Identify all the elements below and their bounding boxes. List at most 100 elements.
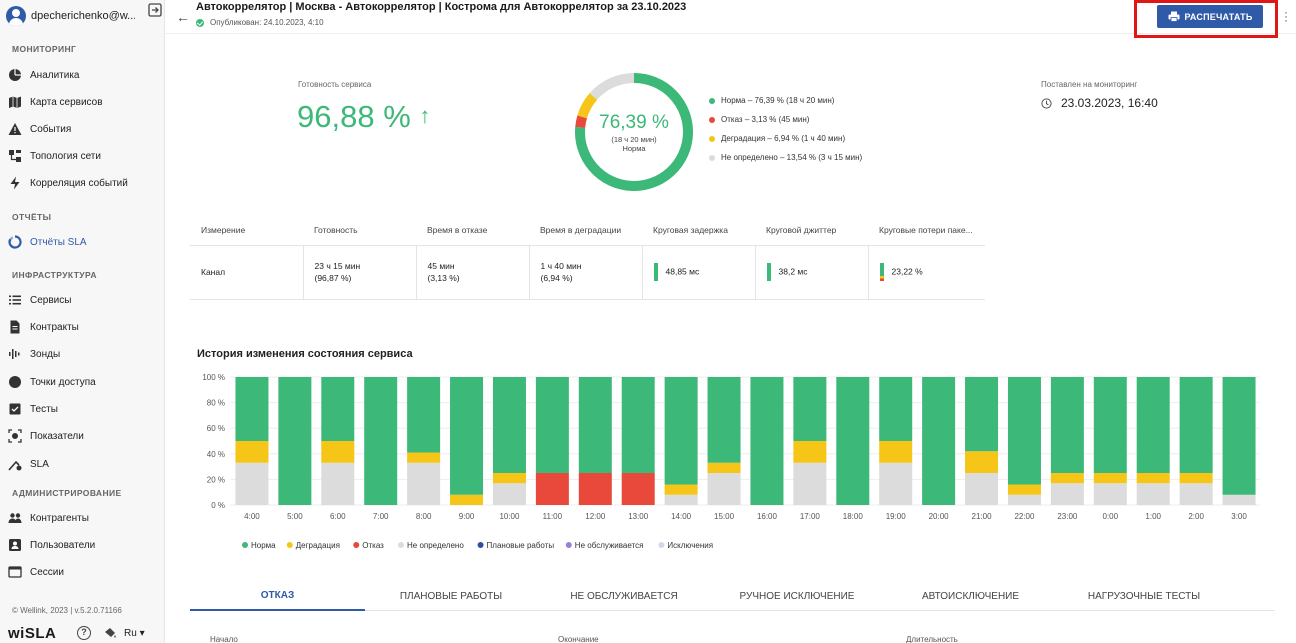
sidebar-item-access-points[interactable]: Точки доступа — [8, 373, 158, 391]
sidebar-item-sla-reports[interactable]: Отчёты SLA — [8, 233, 158, 251]
bar-segment-Не определено[interactable] — [492, 483, 526, 505]
language-select[interactable]: Ru ▾ — [124, 628, 145, 639]
column-header[interactable]: Готовность — [303, 216, 416, 246]
bar-segment-Деградация[interactable] — [664, 484, 698, 495]
bar-segment-Отказ[interactable] — [535, 473, 569, 505]
user-menu[interactable]: dpecherichenko@w... — [6, 5, 161, 27]
column-header[interactable]: Круговой джиттер — [755, 216, 868, 246]
bar-segment-Деградация[interactable] — [1136, 473, 1170, 484]
bar-segment-Норма[interactable] — [1007, 377, 1041, 485]
bar-segment-Деградация[interactable] — [492, 473, 526, 484]
tab-failure[interactable]: Отказ — [190, 581, 365, 611]
bar-segment-Не определено[interactable] — [321, 462, 355, 505]
bar-segment-Отказ[interactable] — [621, 473, 655, 505]
sidebar-item-events[interactable]: События — [8, 120, 158, 138]
bar-segment-Норма[interactable] — [664, 377, 698, 485]
bar-segment-Норма[interactable] — [965, 377, 999, 452]
tab-not-serviced[interactable]: Не обслуживается — [570, 590, 678, 602]
bar-segment-Норма[interactable] — [1136, 377, 1170, 473]
bar-segment-Не определено[interactable] — [1136, 483, 1170, 505]
bar-segment-Не определено[interactable] — [1222, 494, 1256, 505]
bar-segment-Не определено[interactable] — [1007, 494, 1041, 505]
bar-segment-Норма[interactable] — [621, 377, 655, 473]
legend-label[interactable]: Деградация — [296, 541, 340, 550]
sidebar-item-sla[interactable]: SLA — [8, 455, 158, 473]
bar-segment-Норма[interactable] — [364, 377, 398, 505]
bar-segment-Норма[interactable] — [578, 377, 612, 473]
bar-segment-Не определено[interactable] — [1179, 483, 1213, 505]
tab-manual-exclusion[interactable]: Ручное исключение — [739, 590, 855, 602]
bar-segment-Не определено[interactable] — [707, 473, 741, 505]
column-header[interactable]: Измерение — [190, 216, 303, 246]
bar-segment-Норма[interactable] — [535, 377, 569, 473]
help-icon[interactable]: ? — [77, 626, 91, 640]
bar-segment-Не определено[interactable] — [879, 462, 913, 505]
bar-segment-Деградация[interactable] — [707, 462, 741, 473]
sidebar-item-probes[interactable]: Зонды — [8, 345, 158, 363]
sidebar-item-metrics[interactable]: Показатели — [8, 427, 158, 445]
bar-segment-Деградация[interactable] — [235, 441, 269, 463]
bar-segment-Деградация[interactable] — [1093, 473, 1127, 484]
sidebar-item-analytics[interactable]: Аналитика — [8, 66, 158, 84]
column-header[interactable]: Время в отказе — [416, 216, 529, 246]
bar-segment-Норма[interactable] — [707, 377, 741, 463]
bar-segment-Не определено[interactable] — [1093, 483, 1127, 505]
bar-segment-Норма[interactable] — [492, 377, 526, 473]
bar-segment-Норма[interactable] — [879, 377, 913, 441]
bar-segment-Норма[interactable] — [321, 377, 355, 441]
bar-segment-Деградация[interactable] — [1179, 473, 1213, 484]
bar-segment-Не определено[interactable] — [407, 462, 441, 505]
bar-segment-Не определено[interactable] — [793, 462, 827, 505]
legend-label[interactable]: Отказ — [362, 541, 384, 550]
column-header[interactable]: Время в деградации — [529, 216, 642, 246]
sidebar-item-sessions[interactable]: Сессии — [8, 563, 158, 581]
bar-segment-Деградация[interactable] — [965, 451, 999, 473]
sidebar-item-contracts[interactable]: Контракты — [8, 318, 158, 336]
bar-segment-Деградация[interactable] — [1050, 473, 1084, 484]
legend-label[interactable]: Исключения — [667, 541, 713, 550]
bar-segment-Деградация[interactable] — [793, 441, 827, 463]
bar-segment-Не определено[interactable] — [664, 494, 698, 505]
sidebar-item-topology[interactable]: Топология сети — [8, 147, 158, 165]
bar-segment-Норма[interactable] — [922, 377, 956, 505]
bar-segment-Не определено[interactable] — [965, 473, 999, 505]
legend-label[interactable]: Норма — [251, 541, 276, 550]
bar-segment-Норма[interactable] — [235, 377, 269, 441]
legend-label[interactable]: Не определено — [407, 541, 464, 550]
bar-segment-Норма[interactable] — [1093, 377, 1127, 473]
bar-segment-Норма[interactable] — [407, 377, 441, 453]
print-button[interactable]: РАСПЕЧАТАТЬ — [1157, 5, 1263, 28]
bar-segment-Норма[interactable] — [836, 377, 870, 505]
bar-segment-Норма[interactable] — [1179, 377, 1213, 473]
logout-icon[interactable] — [148, 3, 162, 17]
bar-segment-Норма[interactable] — [1050, 377, 1084, 473]
tab-planned-works[interactable]: Плановые работы — [399, 590, 503, 602]
sidebar-item-users[interactable]: Пользователи — [8, 536, 158, 554]
legend-label[interactable]: Плановые работы — [487, 541, 555, 550]
bar-segment-Деградация[interactable] — [321, 441, 355, 463]
bar-segment-Деградация[interactable] — [450, 494, 484, 505]
bar-segment-Норма[interactable] — [1222, 377, 1256, 495]
theme-icon[interactable] — [103, 627, 117, 639]
sidebar-item-services[interactable]: Сервисы — [8, 291, 158, 309]
tab-auto-exclusion[interactable]: Автоисключение — [921, 590, 1020, 602]
bar-segment-Не определено[interactable] — [235, 462, 269, 505]
more-icon[interactable]: · · · — [1284, 5, 1288, 27]
bar-segment-Деградация[interactable] — [407, 452, 441, 463]
bar-segment-Норма[interactable] — [278, 377, 312, 505]
sidebar-item-correlation[interactable]: Корреляция событий — [8, 174, 158, 192]
bar-segment-Не определено[interactable] — [1050, 483, 1084, 505]
bar-segment-Норма[interactable] — [450, 377, 484, 495]
column-header[interactable]: Круговые потери паке... — [868, 216, 985, 246]
back-arrow-icon[interactable]: ← — [176, 9, 190, 25]
tab-load-tests[interactable]: Нагрузочные тесты — [1087, 590, 1201, 602]
legend-label[interactable]: Не обслуживается — [575, 541, 644, 550]
sidebar-item-service-map[interactable]: Карта сервисов — [8, 93, 158, 111]
bar-segment-Деградация[interactable] — [879, 441, 913, 463]
bar-segment-Норма[interactable] — [793, 377, 827, 441]
column-header[interactable]: Круговая задержка — [642, 216, 755, 246]
bar-segment-Норма[interactable] — [750, 377, 784, 505]
bar-segment-Деградация[interactable] — [1007, 484, 1041, 495]
bar-segment-Отказ[interactable] — [578, 473, 612, 505]
sidebar-item-counterparties[interactable]: Контрагенты — [8, 509, 158, 527]
